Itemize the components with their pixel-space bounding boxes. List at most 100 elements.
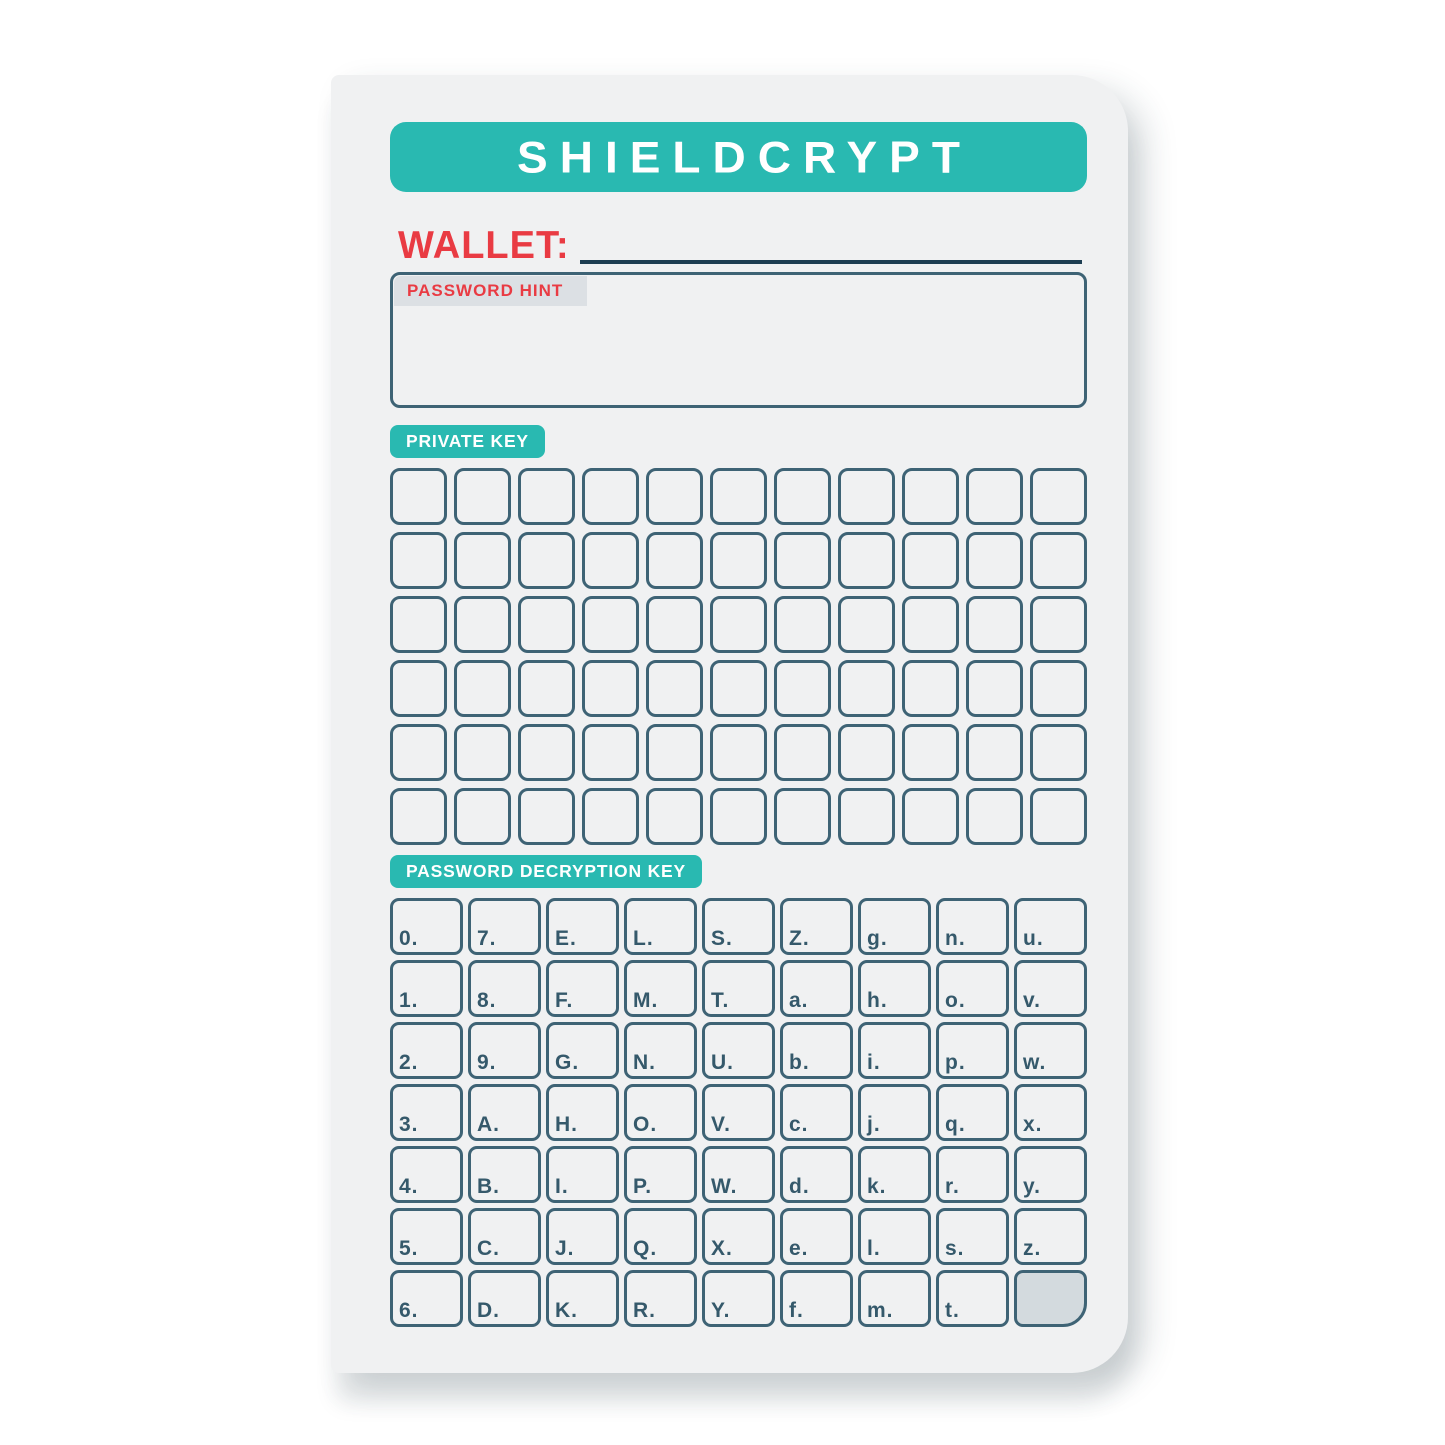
private-key-cell[interactable] (1030, 532, 1087, 589)
decryption-cell[interactable]: v. (1014, 960, 1087, 1017)
private-key-cell[interactable] (966, 596, 1023, 653)
decryption-cell[interactable]: q. (936, 1084, 1009, 1141)
private-key-cell[interactable] (838, 532, 895, 589)
decryption-cell[interactable]: a. (780, 960, 853, 1017)
private-key-cell[interactable] (838, 468, 895, 525)
private-key-cell[interactable] (646, 468, 703, 525)
decryption-cell[interactable]: E. (546, 898, 619, 955)
decryption-cell[interactable]: C. (468, 1208, 541, 1265)
decryption-cell[interactable]: 4. (390, 1146, 463, 1203)
private-key-cell[interactable] (774, 468, 831, 525)
decryption-cell-blank[interactable] (1014, 1270, 1087, 1327)
decryption-cell[interactable]: A. (468, 1084, 541, 1141)
decryption-cell[interactable]: c. (780, 1084, 853, 1141)
private-key-cell[interactable] (838, 724, 895, 781)
private-key-cell[interactable] (646, 724, 703, 781)
decryption-cell[interactable]: u. (1014, 898, 1087, 955)
private-key-cell[interactable] (966, 724, 1023, 781)
private-key-cell[interactable] (902, 468, 959, 525)
private-key-cell[interactable] (966, 532, 1023, 589)
private-key-cell[interactable] (518, 532, 575, 589)
private-key-cell[interactable] (582, 724, 639, 781)
private-key-cell[interactable] (838, 660, 895, 717)
decryption-cell[interactable]: O. (624, 1084, 697, 1141)
private-key-cell[interactable] (1030, 596, 1087, 653)
decryption-cell[interactable]: e. (780, 1208, 853, 1265)
decryption-cell[interactable]: 5. (390, 1208, 463, 1265)
decryption-cell[interactable]: Y. (702, 1270, 775, 1327)
decryption-cell[interactable]: w. (1014, 1022, 1087, 1079)
decryption-cell[interactable]: 6. (390, 1270, 463, 1327)
private-key-cell[interactable] (838, 788, 895, 845)
decryption-cell[interactable]: I. (546, 1146, 619, 1203)
private-key-cell[interactable] (774, 788, 831, 845)
private-key-cell[interactable] (390, 788, 447, 845)
private-key-cell[interactable] (838, 596, 895, 653)
private-key-cell[interactable] (902, 596, 959, 653)
decryption-cell[interactable]: 7. (468, 898, 541, 955)
private-key-cell[interactable] (966, 788, 1023, 845)
private-key-cell[interactable] (390, 532, 447, 589)
private-key-cell[interactable] (518, 468, 575, 525)
private-key-cell[interactable] (582, 532, 639, 589)
private-key-cell[interactable] (1030, 660, 1087, 717)
decryption-cell[interactable]: Z. (780, 898, 853, 955)
decryption-cell[interactable]: S. (702, 898, 775, 955)
decryption-cell[interactable]: B. (468, 1146, 541, 1203)
private-key-cell[interactable] (518, 788, 575, 845)
wallet-input-line[interactable] (579, 260, 1082, 264)
private-key-cell[interactable] (902, 788, 959, 845)
private-key-cell[interactable] (902, 724, 959, 781)
private-key-cell[interactable] (1030, 724, 1087, 781)
private-key-cell[interactable] (390, 468, 447, 525)
private-key-cell[interactable] (710, 532, 767, 589)
decryption-cell[interactable]: L. (624, 898, 697, 955)
private-key-cell[interactable] (774, 596, 831, 653)
decryption-cell[interactable]: R. (624, 1270, 697, 1327)
private-key-cell[interactable] (646, 596, 703, 653)
private-key-cell[interactable] (582, 788, 639, 845)
decryption-cell[interactable]: h. (858, 960, 931, 1017)
private-key-cell[interactable] (582, 468, 639, 525)
decryption-cell[interactable]: W. (702, 1146, 775, 1203)
decryption-cell[interactable]: t. (936, 1270, 1009, 1327)
decryption-cell[interactable]: l. (858, 1208, 931, 1265)
private-key-cell[interactable] (710, 468, 767, 525)
decryption-cell[interactable]: 9. (468, 1022, 541, 1079)
decryption-cell[interactable]: V. (702, 1084, 775, 1141)
decryption-cell[interactable]: P. (624, 1146, 697, 1203)
decryption-cell[interactable]: 3. (390, 1084, 463, 1141)
decryption-cell[interactable]: f. (780, 1270, 853, 1327)
decryption-cell[interactable]: K. (546, 1270, 619, 1327)
decryption-cell[interactable]: M. (624, 960, 697, 1017)
decryption-cell[interactable]: J. (546, 1208, 619, 1265)
decryption-cell[interactable]: G. (546, 1022, 619, 1079)
decryption-cell[interactable]: b. (780, 1022, 853, 1079)
private-key-cell[interactable] (710, 596, 767, 653)
private-key-cell[interactable] (646, 660, 703, 717)
decryption-cell[interactable]: U. (702, 1022, 775, 1079)
private-key-cell[interactable] (454, 788, 511, 845)
private-key-cell[interactable] (710, 660, 767, 717)
private-key-cell[interactable] (710, 788, 767, 845)
decryption-cell[interactable]: k. (858, 1146, 931, 1203)
decryption-cell[interactable]: 8. (468, 960, 541, 1017)
private-key-cell[interactable] (454, 532, 511, 589)
private-key-cell[interactable] (518, 724, 575, 781)
decryption-cell[interactable]: T. (702, 960, 775, 1017)
private-key-cell[interactable] (582, 596, 639, 653)
private-key-cell[interactable] (518, 660, 575, 717)
private-key-cell[interactable] (518, 596, 575, 653)
decryption-cell[interactable]: F. (546, 960, 619, 1017)
private-key-cell[interactable] (1030, 468, 1087, 525)
private-key-cell[interactable] (774, 724, 831, 781)
decryption-cell[interactable]: o. (936, 960, 1009, 1017)
decryption-cell[interactable]: X. (702, 1208, 775, 1265)
decryption-cell[interactable]: p. (936, 1022, 1009, 1079)
private-key-cell[interactable] (390, 724, 447, 781)
private-key-cell[interactable] (966, 660, 1023, 717)
private-key-cell[interactable] (454, 660, 511, 717)
decryption-cell[interactable]: z. (1014, 1208, 1087, 1265)
private-key-cell[interactable] (390, 660, 447, 717)
private-key-cell[interactable] (454, 468, 511, 525)
